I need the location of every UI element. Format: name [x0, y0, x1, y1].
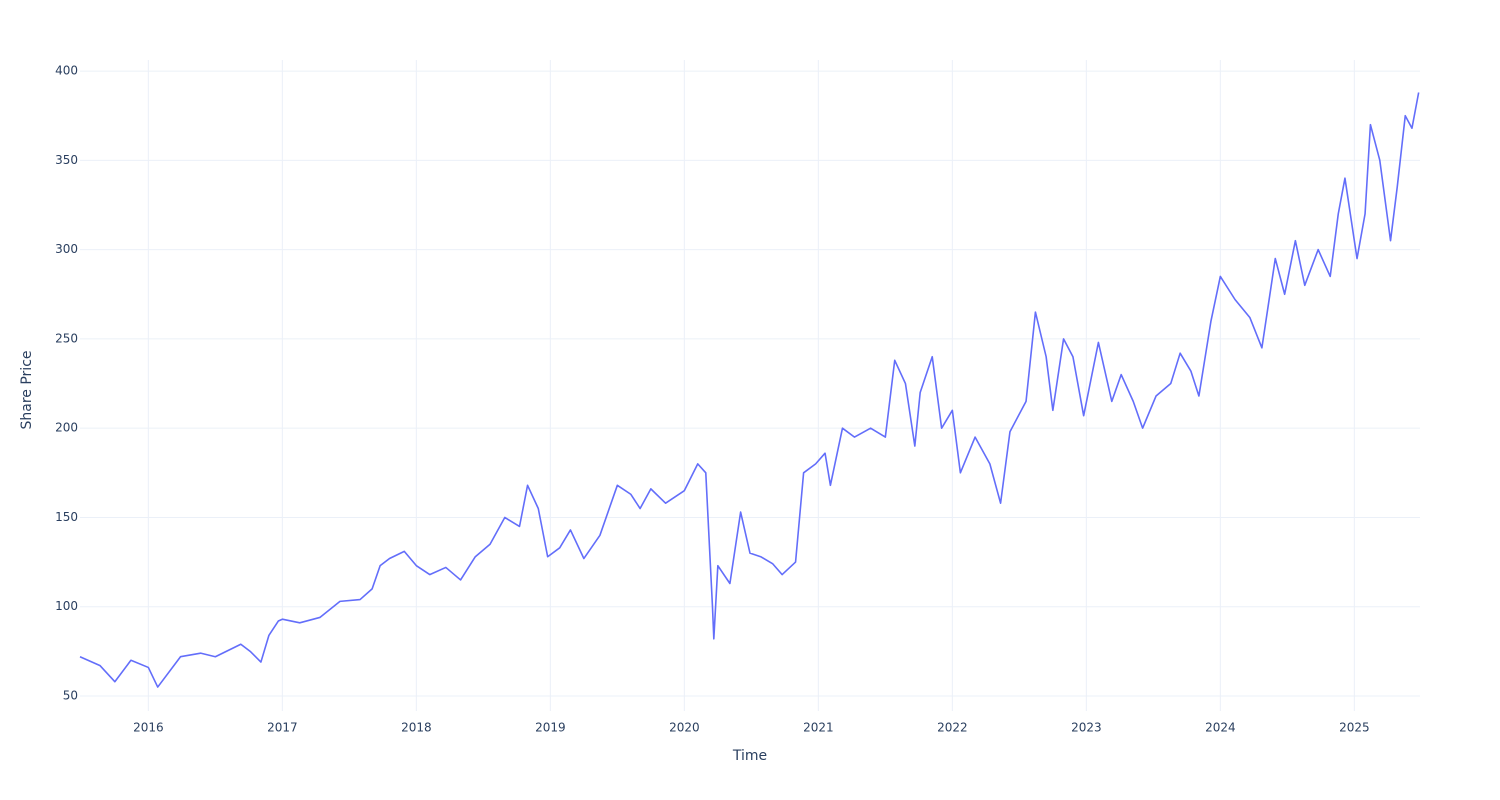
y-tick-label: 400	[55, 64, 78, 78]
x-tick-label: 2020	[669, 721, 700, 735]
x-tick-label: 2025	[1339, 721, 1370, 735]
line	[79, 92, 1420, 688]
y-tick-label: 350	[55, 153, 78, 167]
y-tick-label: 300	[55, 242, 78, 256]
y-tick-label: 150	[55, 510, 78, 524]
y-axis-title: Share Price	[19, 350, 35, 429]
y-tick-label: 200	[55, 421, 78, 435]
x-tick-label: 2017	[267, 721, 298, 735]
x-tick-label: 2022	[937, 721, 968, 735]
y-tick-label: 250	[55, 331, 78, 345]
x-tick-label: 2016	[133, 721, 164, 735]
y-tick-label: 100	[55, 599, 78, 613]
y-tick-label: 50	[63, 689, 78, 703]
x-tick-label: 2024	[1205, 721, 1236, 735]
x-tick-label: 2023	[1071, 721, 1102, 735]
grid	[80, 60, 1420, 711]
x-axis-title: Time	[732, 748, 767, 764]
x-tick-label: 2021	[803, 721, 834, 735]
x-tick-label: 2019	[535, 721, 566, 735]
x-tick-label: 2018	[401, 721, 432, 735]
